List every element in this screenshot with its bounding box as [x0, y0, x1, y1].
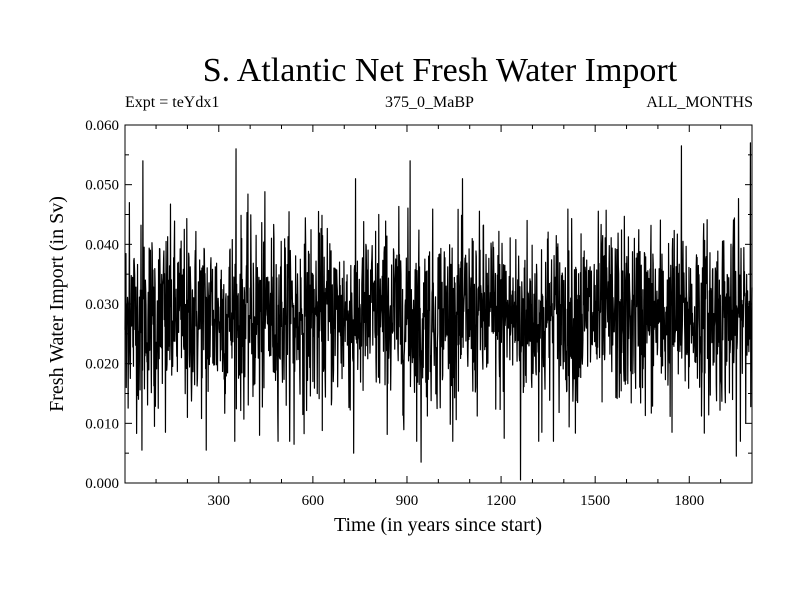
chart-title: S. Atlantic Net Fresh Water Import: [202, 52, 678, 89]
x-axis: 300 600 900 1200 1500 1800: [155, 125, 722, 509]
y-axis-label: Fresh Water Import (in Sv): [46, 196, 68, 412]
months-label: ALL_MONTHS: [646, 94, 753, 111]
y-tick-label: 0.040: [85, 237, 119, 253]
x-tick-label: 1200: [486, 493, 516, 509]
x-tick-label: 1800: [674, 493, 704, 509]
y-tick-label: 0.060: [85, 118, 119, 134]
x-tick-label: 900: [396, 493, 419, 509]
series-line: [124, 142, 753, 481]
x-tick-label: 300: [208, 493, 231, 509]
y-tick-label: 0.020: [85, 357, 119, 373]
x-tick-label: 1500: [580, 493, 610, 509]
y-tick-label: 0.010: [85, 416, 119, 432]
series-layer: [124, 142, 753, 481]
y-tick-label: 0.000: [85, 476, 119, 492]
experiment-label: Expt = teYdx1: [125, 94, 220, 111]
period-label: 375_0_MaBP: [385, 94, 474, 111]
x-axis-label: Time (in years since start): [334, 514, 542, 536]
y-axis: 0.000 0.010 0.020 0.030 0.040 0.050 0.060: [85, 118, 752, 492]
y-tick-label: 0.030: [85, 297, 119, 313]
x-tick-label: 600: [302, 493, 325, 509]
y-tick-label: 0.050: [85, 178, 119, 194]
